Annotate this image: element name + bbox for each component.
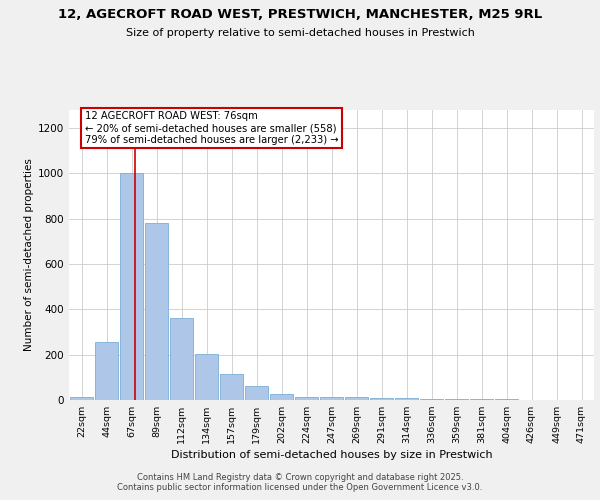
- Bar: [345, 398, 368, 400]
- Bar: [270, 394, 293, 400]
- Bar: [145, 224, 168, 400]
- Bar: [245, 386, 268, 400]
- X-axis label: Distribution of semi-detached houses by size in Prestwich: Distribution of semi-detached houses by …: [170, 450, 493, 460]
- Bar: [320, 398, 343, 400]
- Text: Size of property relative to semi-detached houses in Prestwich: Size of property relative to semi-detach…: [125, 28, 475, 38]
- Bar: [370, 398, 393, 400]
- Bar: [445, 399, 468, 400]
- Bar: [220, 374, 243, 400]
- Bar: [95, 342, 118, 400]
- Text: Contains HM Land Registry data © Crown copyright and database right 2025.
Contai: Contains HM Land Registry data © Crown c…: [118, 472, 482, 492]
- Y-axis label: Number of semi-detached properties: Number of semi-detached properties: [24, 158, 34, 352]
- Text: 12 AGECROFT ROAD WEST: 76sqm
← 20% of semi-detached houses are smaller (558)
79%: 12 AGECROFT ROAD WEST: 76sqm ← 20% of se…: [85, 112, 338, 144]
- Bar: [395, 398, 418, 400]
- Bar: [120, 174, 143, 400]
- Bar: [295, 396, 318, 400]
- Bar: [170, 318, 193, 400]
- Bar: [195, 354, 218, 400]
- Bar: [420, 399, 443, 400]
- Text: 12, AGECROFT ROAD WEST, PRESTWICH, MANCHESTER, M25 9RL: 12, AGECROFT ROAD WEST, PRESTWICH, MANCH…: [58, 8, 542, 20]
- Bar: [470, 399, 493, 400]
- Bar: [70, 396, 93, 400]
